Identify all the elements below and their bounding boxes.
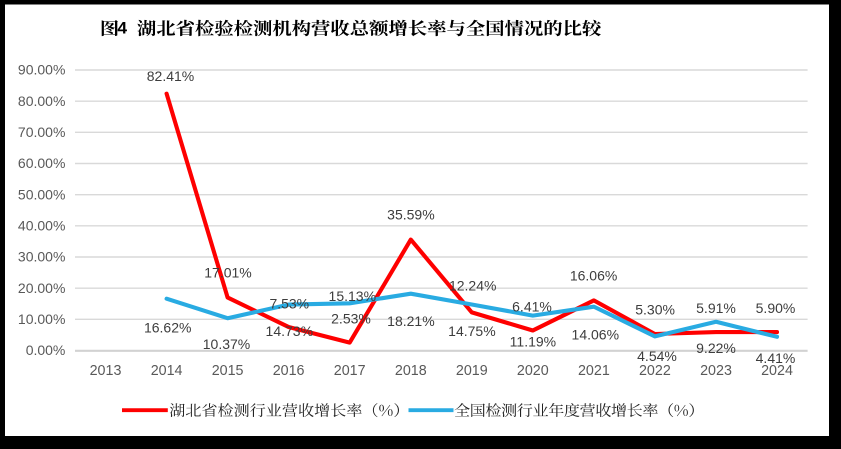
svg-text:5.91%: 5.91% xyxy=(696,300,736,316)
svg-text:10.37%: 10.37% xyxy=(203,336,250,352)
svg-text:9.22%: 9.22% xyxy=(696,340,736,356)
svg-text:2.53%: 2.53% xyxy=(331,311,371,327)
svg-text:7.53%: 7.53% xyxy=(269,296,309,312)
svg-text:5.90%: 5.90% xyxy=(756,300,796,316)
svg-text:5.30%: 5.30% xyxy=(635,301,675,317)
svg-text:17.01%: 17.01% xyxy=(204,264,251,280)
svg-text:20.00%: 20.00% xyxy=(18,280,65,296)
svg-text:11.19%: 11.19% xyxy=(510,334,556,350)
svg-text:10.00%: 10.00% xyxy=(18,311,65,327)
svg-text:4: 4 xyxy=(117,19,127,37)
svg-text:82.41%: 82.41% xyxy=(147,68,194,84)
svg-text:2020: 2020 xyxy=(517,363,549,379)
svg-text:16.06%: 16.06% xyxy=(570,267,617,283)
svg-text:60.00%: 60.00% xyxy=(18,155,65,171)
svg-text:0.00%: 0.00% xyxy=(26,342,66,358)
svg-text:80.00%: 80.00% xyxy=(18,93,65,109)
svg-text:2013: 2013 xyxy=(90,363,122,379)
svg-text:14.73%: 14.73% xyxy=(266,323,313,339)
svg-text:6.41%: 6.41% xyxy=(512,299,552,315)
svg-text:50.00%: 50.00% xyxy=(18,186,65,202)
svg-text:12.24%: 12.24% xyxy=(449,278,496,294)
svg-text:14.06%: 14.06% xyxy=(572,326,619,342)
svg-text:2022: 2022 xyxy=(639,363,671,379)
svg-text:35.59%: 35.59% xyxy=(387,207,434,223)
svg-text:18.21%: 18.21% xyxy=(387,313,434,329)
svg-text:2014: 2014 xyxy=(151,363,183,379)
svg-text:30.00%: 30.00% xyxy=(18,249,65,265)
svg-text:4.54%: 4.54% xyxy=(637,348,677,364)
svg-text:2023: 2023 xyxy=(700,363,732,379)
svg-text:4.41%: 4.41% xyxy=(756,350,796,366)
svg-text:40.00%: 40.00% xyxy=(18,218,65,234)
svg-text:2018: 2018 xyxy=(395,363,427,379)
svg-text:70.00%: 70.00% xyxy=(18,124,65,140)
svg-text:90.00%: 90.00% xyxy=(18,62,65,78)
svg-text:2019: 2019 xyxy=(456,363,488,379)
svg-text:2015: 2015 xyxy=(212,363,244,379)
svg-text:16.62%: 16.62% xyxy=(144,319,191,335)
svg-text:2024: 2024 xyxy=(761,363,793,379)
svg-text:2017: 2017 xyxy=(334,363,366,379)
svg-text:2016: 2016 xyxy=(273,363,305,379)
svg-text:15.13%: 15.13% xyxy=(329,288,376,304)
svg-text:14.75%: 14.75% xyxy=(448,323,495,339)
svg-text:2021: 2021 xyxy=(578,363,610,379)
